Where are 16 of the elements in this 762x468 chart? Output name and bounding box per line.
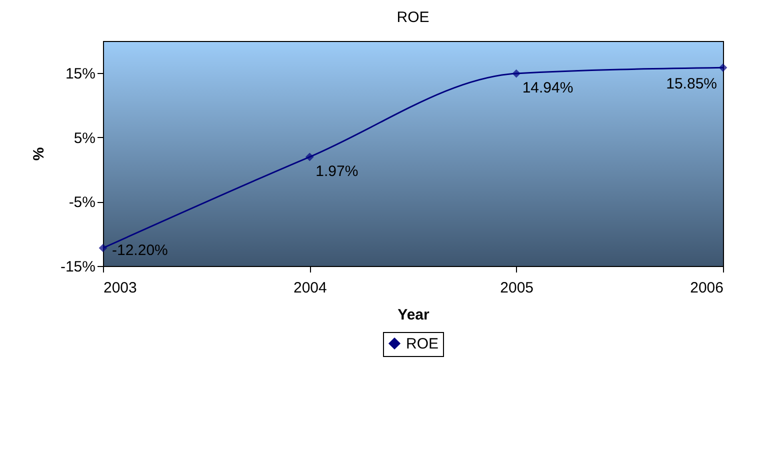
y-tick-label: -5% (68, 194, 96, 212)
y-tick-label: -15% (60, 258, 96, 276)
x-tick-label: 2005 (500, 280, 534, 296)
data-label: 1.97% (316, 162, 358, 180)
data-label: -12.20% (112, 242, 168, 259)
x-tick-label: 2003 (104, 280, 137, 296)
x-axis-title: Year (398, 306, 430, 324)
legend-label: ROE (406, 336, 439, 352)
x-tick-label: 2006 (690, 280, 724, 296)
data-label: 14.94% (522, 80, 574, 97)
data-label: 15.85% (666, 76, 717, 93)
y-tick-label: 15% (65, 66, 96, 83)
y-tick-label: 5% (74, 130, 96, 147)
x-tick-label: 2004 (293, 280, 327, 296)
chart-title: ROE (396, 9, 430, 26)
y-axis-title: % (30, 147, 48, 161)
